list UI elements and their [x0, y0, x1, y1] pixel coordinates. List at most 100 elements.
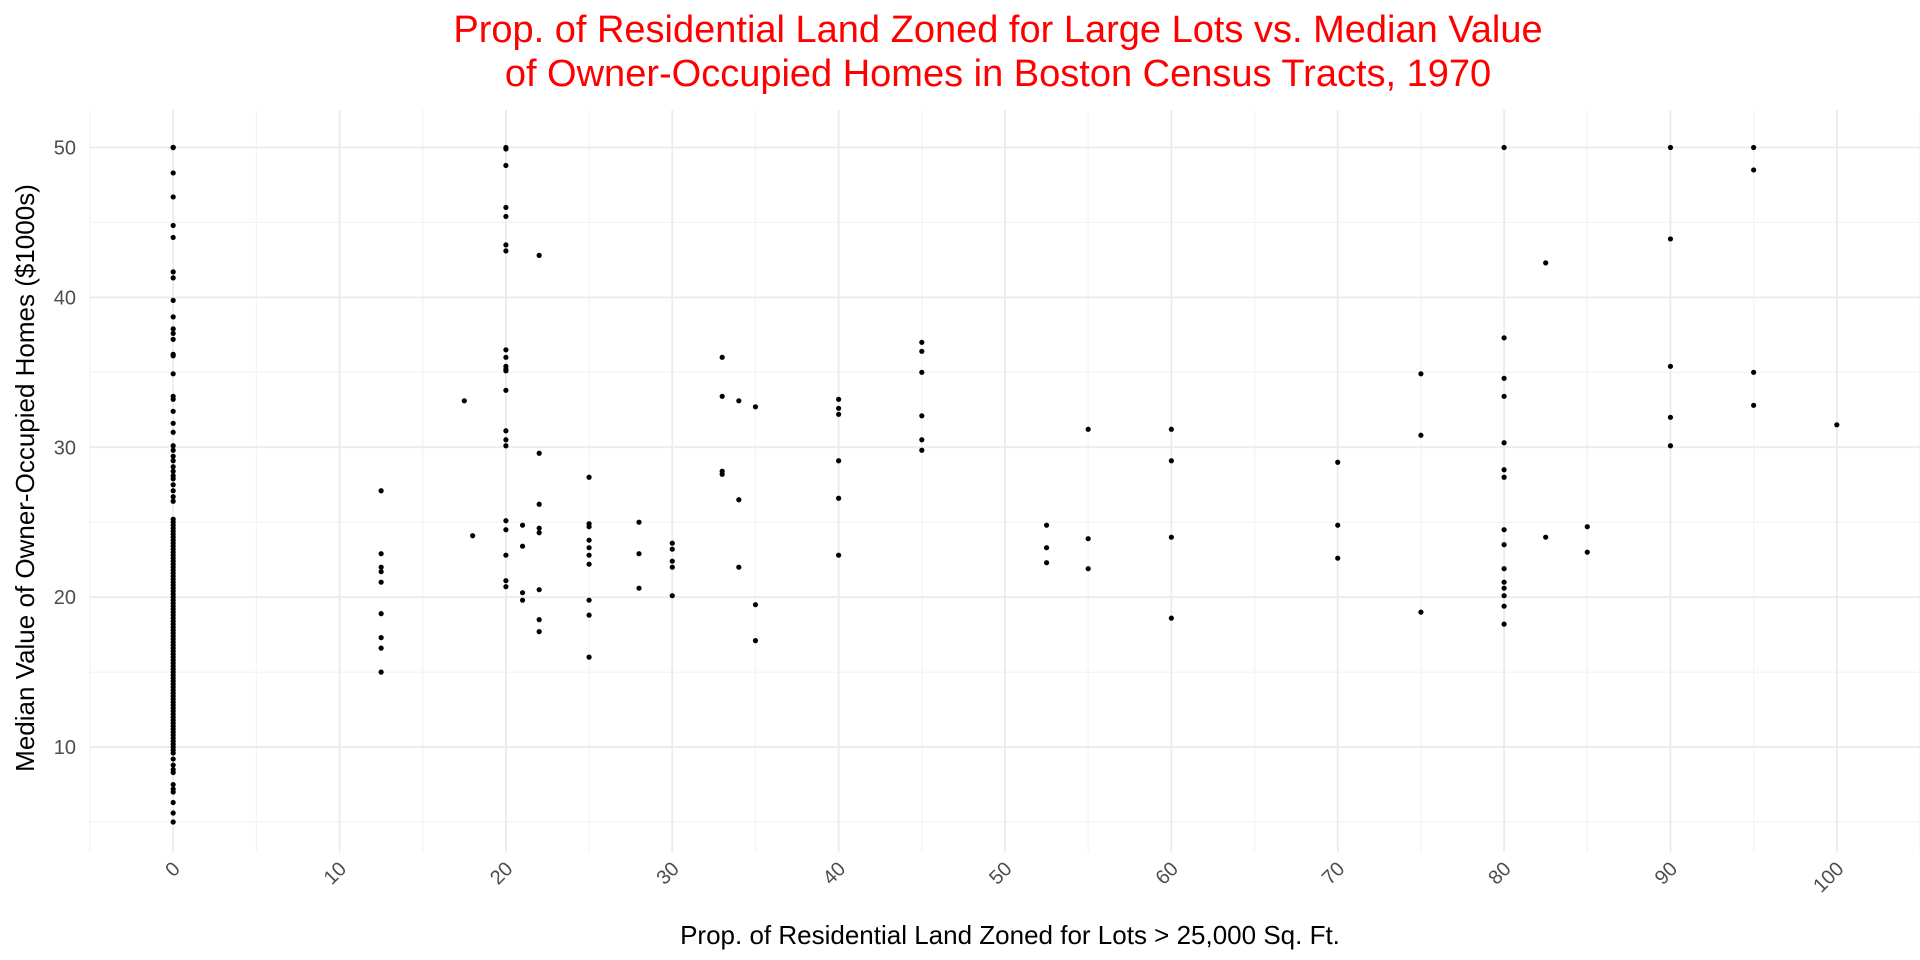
data-point: [586, 474, 592, 480]
data-point: [170, 458, 176, 464]
y-tick-label: 50: [54, 137, 76, 159]
data-point: [170, 447, 176, 453]
data-point: [536, 501, 542, 507]
data-point: [170, 769, 176, 776]
data-point: [170, 408, 176, 414]
data-point: [1168, 458, 1174, 464]
y-tick-label: 20: [54, 587, 76, 609]
data-point: [170, 371, 176, 377]
data-point: [1584, 549, 1590, 555]
data-point: [1667, 443, 1674, 449]
data-point: [170, 789, 176, 795]
data-point: [503, 443, 509, 449]
data-point: [503, 584, 509, 590]
data-point: [1168, 615, 1174, 621]
data-point: [1667, 414, 1674, 420]
data-point: [919, 413, 925, 419]
data-point: [1335, 555, 1341, 561]
data-point: [378, 611, 384, 617]
data-point: [752, 638, 759, 644]
data-point: [1085, 536, 1091, 542]
data-point: [1501, 621, 1507, 627]
data-point: [170, 297, 176, 303]
data-point: [378, 635, 384, 641]
data-point: [378, 569, 384, 575]
x-tick-label: 100: [1809, 858, 1848, 897]
data-point: [503, 242, 509, 248]
data-point: [1501, 474, 1507, 480]
data-point: [170, 750, 176, 756]
data-point: [503, 162, 509, 169]
data-point: [170, 464, 176, 470]
data-point: [378, 564, 384, 570]
x-tick-label: 90: [1651, 858, 1682, 889]
data-point: [719, 354, 725, 360]
data-point: [586, 654, 592, 660]
data-point: [919, 437, 925, 443]
data-point: [1168, 534, 1174, 540]
data-point: [919, 369, 925, 375]
data-point: [836, 458, 842, 464]
data-point: [536, 525, 542, 531]
data-point: [1335, 459, 1341, 465]
data-point: [1584, 524, 1590, 530]
x-tick-label: 40: [819, 858, 850, 889]
data-point: [170, 170, 176, 176]
data-point: [503, 347, 509, 353]
data-point: [170, 353, 176, 359]
data-point: [1335, 522, 1341, 528]
data-point: [378, 551, 384, 557]
data-point: [669, 540, 675, 546]
data-point: [586, 537, 592, 543]
data-point: [919, 447, 925, 453]
x-axis-title: Prop. of Residential Land Zoned for Lots…: [680, 920, 1340, 950]
data-point: [170, 756, 176, 762]
data-point: [378, 645, 384, 651]
data-point: [503, 578, 509, 584]
data-point: [1501, 375, 1507, 381]
data-point: [503, 518, 509, 524]
data-point: [536, 450, 542, 456]
data-point: [1501, 579, 1507, 585]
data-point: [503, 213, 509, 220]
data-point: [503, 368, 509, 374]
data-point: [170, 468, 176, 474]
data-point: [470, 533, 476, 539]
data-point: [170, 420, 176, 426]
data-point: [836, 405, 842, 411]
data-point: [536, 587, 542, 593]
data-point: [1501, 585, 1507, 591]
data-point: [170, 429, 176, 435]
data-point: [669, 546, 675, 552]
data-point: [378, 579, 384, 585]
data-point: [170, 488, 176, 494]
data-point: [1751, 144, 1757, 151]
data-point: [669, 564, 675, 570]
data-point: [503, 204, 509, 211]
data-point: [836, 552, 842, 558]
data-point: [503, 552, 509, 558]
data-point: [669, 558, 675, 564]
data-point: [170, 762, 176, 768]
data-point: [586, 561, 592, 567]
data-point: [519, 590, 526, 596]
data-point: [170, 781, 176, 788]
data-point: [170, 330, 176, 336]
data-point: [1501, 144, 1507, 151]
chart-title-line-1: Prop. of Residential Land Zoned for Larg…: [453, 9, 1542, 51]
data-point: [1501, 440, 1507, 446]
x-tick-label: 50: [985, 858, 1016, 889]
data-point: [170, 494, 176, 500]
data-point: [170, 819, 176, 825]
data-point: [1168, 426, 1174, 432]
data-point: [919, 339, 925, 345]
data-point: [836, 495, 842, 501]
data-point: [519, 522, 526, 528]
data-point: [170, 443, 176, 449]
data-point: [1501, 593, 1507, 599]
data-point: [170, 234, 176, 241]
data-point: [503, 428, 509, 434]
data-point: [503, 248, 509, 254]
x-tick-label: 0: [161, 858, 184, 881]
